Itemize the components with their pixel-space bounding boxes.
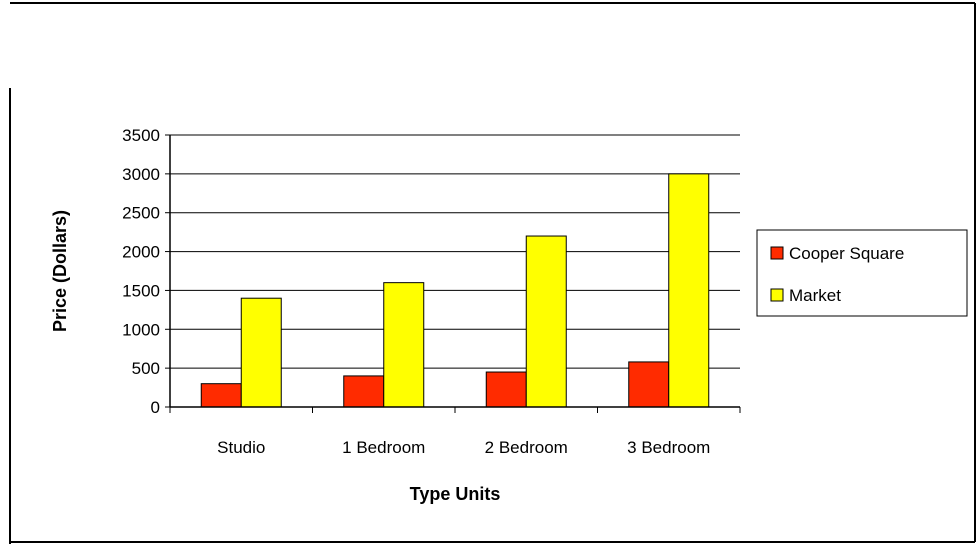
bar-market-studio [240, 297, 282, 408]
y-tick-label: 1500 [122, 281, 160, 300]
bar-cooper-square-studio [200, 383, 242, 408]
x-tick-label: Studio [217, 438, 265, 457]
legend-box [756, 229, 968, 317]
y-tick-label: 3000 [122, 165, 160, 184]
bar-cooper-square-1-bedroom [343, 375, 385, 408]
bar-cooper-square-2-bedroom [485, 371, 527, 408]
bar-market-2-bedroom [525, 235, 567, 408]
x-axis-label: Type Units [410, 484, 501, 504]
bar-market-3-bedroom [668, 173, 710, 408]
x-ticks: Studio 1 Bedroom 2 Bedroom 3 Bedroom [169, 407, 741, 457]
chart-border [9, 2, 976, 544]
y-tick-label: 3500 [122, 126, 160, 145]
y-tick-label: 2500 [122, 204, 160, 223]
x-tick-label: 3 Bedroom [627, 438, 710, 457]
bar-market-1-bedroom [383, 282, 425, 408]
y-tick-label: 500 [132, 359, 160, 378]
y-axis-label: Price (Dollars) [50, 210, 70, 332]
legend-label-market: Market [789, 286, 841, 305]
y-tick-label: 2000 [122, 243, 160, 262]
legend: Cooper Square Market [756, 229, 968, 317]
bars [200, 173, 710, 408]
y-tick-label: 0 [151, 398, 160, 417]
x-tick-label: 1 Bedroom [342, 438, 425, 457]
bar-cooper-square-3-bedroom [628, 361, 670, 408]
legend-swatch-market [770, 288, 784, 302]
legend-swatch-cooper-square [770, 246, 784, 260]
y-tick-label: 1000 [122, 320, 160, 339]
legend-label-cooper-square: Cooper Square [789, 244, 904, 263]
y-ticks: 0 500 1000 1500 2000 2500 3000 3500 [122, 126, 170, 417]
x-tick-label: 2 Bedroom [485, 438, 568, 457]
